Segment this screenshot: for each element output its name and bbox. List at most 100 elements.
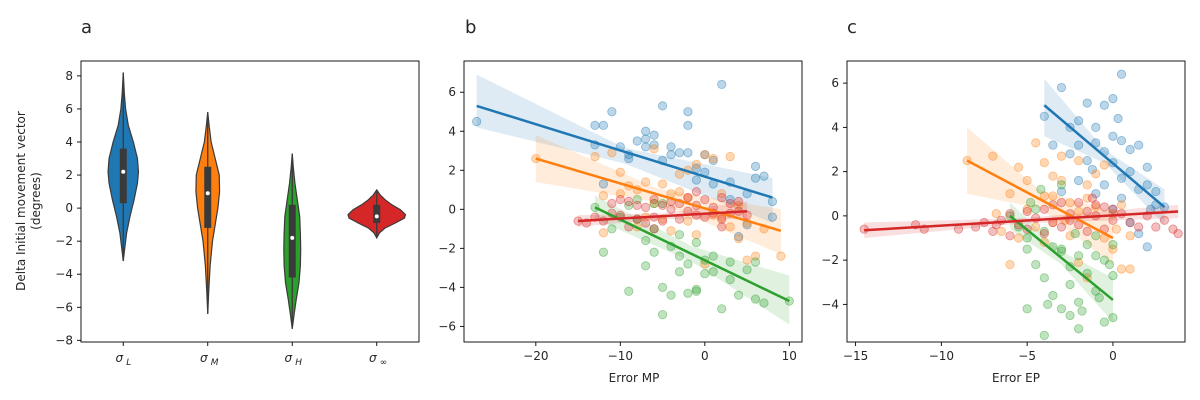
scatter-point <box>742 265 752 275</box>
scatter-point <box>1125 167 1135 177</box>
scatter-point <box>1125 217 1135 228</box>
scatter-point <box>1048 171 1058 181</box>
scatter-point <box>649 247 659 257</box>
scatter-point <box>1022 175 1032 186</box>
scatter-point <box>615 189 625 199</box>
scatter-point <box>666 204 676 214</box>
panel-a-axes-frame <box>80 60 420 343</box>
scatter-point <box>615 167 625 177</box>
scatter-point <box>734 200 744 211</box>
scatter-point <box>1031 204 1041 214</box>
scatter-point <box>734 233 744 244</box>
scatter-point <box>641 126 651 136</box>
scatter-point <box>683 288 693 298</box>
scatter-point <box>708 155 718 166</box>
scatter-point <box>759 298 769 308</box>
scatter-point <box>1005 189 1015 199</box>
y-tick-label: 4 <box>65 135 73 149</box>
scatter-point <box>1168 224 1178 234</box>
scatter-point <box>1125 231 1135 241</box>
scatter-point <box>657 216 668 226</box>
scatter-point <box>649 224 659 234</box>
scatter-point <box>1074 116 1084 126</box>
x-tick-label: −10 <box>929 349 954 363</box>
regression-line <box>476 104 773 199</box>
scatter-point <box>590 152 600 162</box>
scatter-point <box>666 150 676 160</box>
scatter-point <box>641 202 651 212</box>
panel-b-xlabel: Error MP <box>609 371 660 385</box>
scatter-point <box>1091 189 1101 199</box>
panel-a-ylabel-line-2: (degrees) <box>29 172 43 230</box>
scatter-point <box>1108 204 1118 214</box>
scatter-point <box>1091 202 1101 212</box>
confidence-band <box>1009 202 1113 323</box>
scatter-point <box>700 150 710 160</box>
y-tick-label: 4 <box>831 120 839 134</box>
scatter-point <box>657 198 668 209</box>
scatter-point <box>683 192 693 203</box>
scatter-point <box>632 194 642 205</box>
scatter-point <box>1070 228 1080 239</box>
violin-iqr-box <box>119 148 127 204</box>
scatter-point <box>1151 222 1161 232</box>
scatter-point <box>1056 198 1067 208</box>
scatter-point <box>632 214 642 224</box>
scatter-point <box>1025 198 1036 208</box>
scatter-point <box>1099 317 1109 327</box>
x-tick-label: σ <box>369 351 377 365</box>
regression-line <box>578 210 748 223</box>
scatter-point <box>1113 113 1123 124</box>
scatter-point <box>1116 69 1127 79</box>
scatter-point <box>624 196 634 207</box>
scatter-point <box>1074 257 1084 267</box>
scatter-point <box>708 153 718 164</box>
scatter-point <box>666 290 676 300</box>
scatter-point <box>996 226 1007 236</box>
scatter-point <box>725 222 735 232</box>
scatter-point <box>598 216 609 226</box>
regression-line <box>594 206 790 303</box>
scatter-point <box>1082 226 1092 236</box>
scatter-point <box>1048 140 1058 150</box>
scatter-point <box>1056 82 1067 93</box>
scatter-point <box>683 216 693 226</box>
scatter-point <box>674 148 685 158</box>
scatter-point <box>1125 264 1135 274</box>
scatter-point <box>1031 222 1041 232</box>
scatter-point <box>708 251 718 261</box>
violin-iqr-box <box>204 166 212 228</box>
scatter-point <box>734 196 744 207</box>
scatter-point <box>1091 122 1101 132</box>
scatter-point <box>666 226 676 236</box>
scatter-point <box>657 179 668 189</box>
scatter-point <box>1074 251 1084 261</box>
scatter-point <box>767 196 778 207</box>
scatter-point <box>607 224 617 234</box>
scatter-point <box>953 224 964 234</box>
scatter-point <box>750 173 761 183</box>
scatter-point <box>674 251 685 261</box>
scatter-point <box>1005 231 1015 241</box>
scatter-point <box>1065 198 1075 208</box>
scatter-point <box>615 194 625 205</box>
scatter-point <box>742 255 752 265</box>
scatter-point <box>1036 184 1046 194</box>
scatter-point <box>1108 204 1118 214</box>
scatter-point <box>1056 222 1067 232</box>
scatter-point <box>1087 193 1097 203</box>
y-tick-label: −2 <box>821 253 839 267</box>
scatter-point <box>1125 144 1135 155</box>
x-tick-label-subscript: ∞ <box>380 358 388 368</box>
y-tick-label: 6 <box>831 76 839 90</box>
regression-line <box>864 210 1179 232</box>
scatter-point <box>649 144 659 154</box>
scatter-point <box>1039 226 1049 236</box>
scatter-point <box>1108 215 1118 225</box>
y-tick-label: −6 <box>438 319 456 333</box>
scatter-point <box>1091 200 1101 210</box>
scatter-point <box>683 192 693 203</box>
scatter-point <box>725 152 735 162</box>
